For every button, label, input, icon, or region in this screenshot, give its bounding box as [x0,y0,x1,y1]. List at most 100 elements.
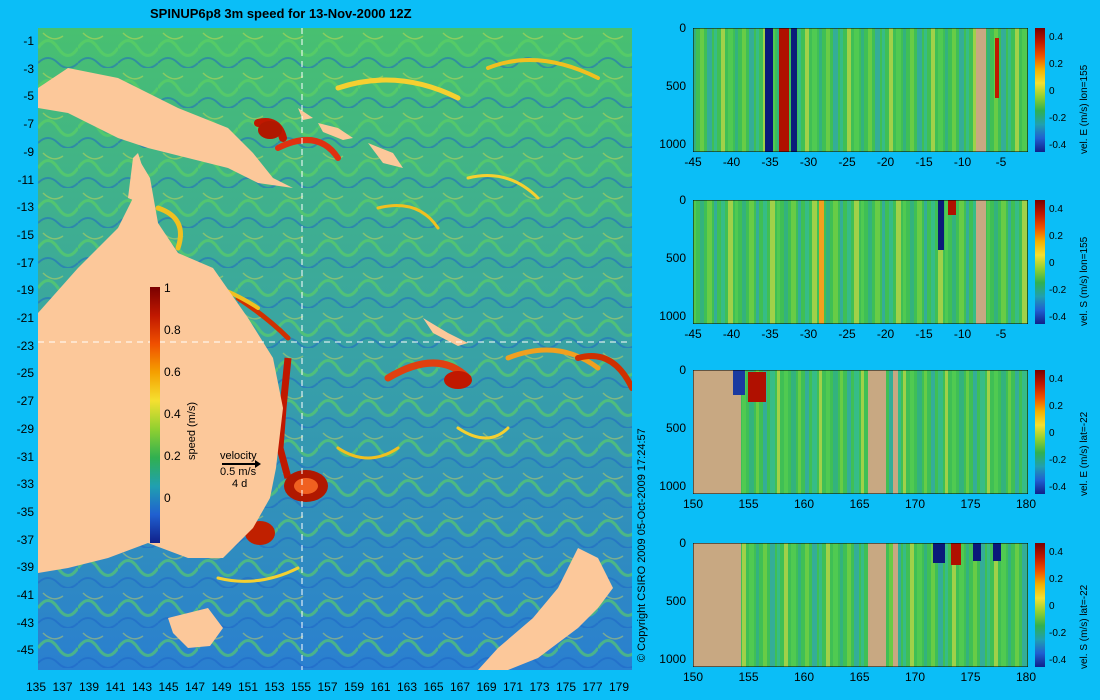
lon-tick: 157 [317,680,338,694]
lat-tick: -37 [16,532,34,547]
section-x-tick: 150 [682,497,704,511]
velocity-legend-time: 4 d [232,478,248,490]
section-x-tick: -35 [761,327,779,341]
lat-tick: -41 [16,588,34,602]
lat-tick: -3 [23,61,34,76]
speed-colorbar [150,287,160,543]
lat-tick: -5 [23,89,34,104]
section-plot [693,200,1028,324]
lat-tick: -31 [16,449,34,464]
lat-tick: -15 [16,227,34,242]
lat-tick: -33 [16,477,34,492]
lat-tick: -43 [16,615,34,630]
lat-tick: -19 [16,283,34,298]
section-x-tick: 170 [904,497,926,511]
section-x-tick: -30 [799,155,818,169]
section-colorbar-tick: -0.4 [1049,312,1067,323]
section-x-tick: -45 [684,327,702,341]
section-x-tick: 160 [793,670,815,684]
tasmania-land [168,608,223,648]
colorbar-tick: 0.2 [164,449,181,463]
section-colorbar-tick: 0 [1049,86,1055,97]
section-x-tick: -35 [761,155,779,169]
section-x-tick: -40 [722,155,741,169]
lon-tick: 153 [264,680,285,694]
section-y-tick: 0 [679,536,686,550]
section-colorbar-tick: 0 [1049,428,1055,439]
section-colorbar-tick: -0.4 [1049,655,1067,666]
section-colorbar-tick: 0.2 [1049,231,1063,242]
section-y-tick: 500 [665,421,686,435]
lon-tick: 135 [25,680,47,694]
map-title: SPINUP6p8 3m speed for 13-Nov-2000 12Z [150,6,412,21]
lat-tick: -35 [16,504,34,519]
section-y-tick: 1000 [659,652,686,666]
lon-tick: 145 [158,680,179,694]
lat-tick: -29 [16,421,34,436]
section-y-tick: 1000 [659,137,686,151]
lat-tick: -7 [23,117,34,132]
section-y-tick: 500 [665,251,686,265]
lon-tick: 147 [184,680,206,694]
section-y-tick: 0 [679,363,686,377]
section-plot [693,543,1028,667]
section-x-tick: 170 [904,670,926,684]
section-y-tick: 1000 [659,309,686,323]
lon-tick: 175 [555,680,577,694]
section-x-tick: 175 [960,497,981,511]
section-x-tick: -20 [876,155,895,169]
section-colorbar-tick: 0.2 [1049,59,1063,70]
section-colorbar-tick: -0.2 [1049,628,1067,639]
lat-tick: -13 [16,200,34,215]
lon-tick: 141 [105,680,126,694]
section-colorbar-tick: 0 [1049,258,1055,269]
section-x-tick: -30 [799,327,818,341]
section-x-tick: 150 [682,670,704,684]
section-x-tick: 175 [960,670,981,684]
section-colorbar-tick: -0.2 [1049,455,1067,466]
section-colorbar [1035,200,1045,324]
section-colorbar-tick: -0.4 [1049,482,1067,493]
section-colorbar-tick: -0.2 [1049,285,1067,296]
section-colorbar-tick: 0.4 [1049,204,1063,215]
lon-tick: 143 [131,680,153,694]
section-x-tick: -5 [995,327,1007,341]
lat-tick: -21 [16,311,34,325]
lon-tick: 137 [52,680,73,694]
section-colorbar [1035,543,1045,667]
lon-tick: 161 [370,680,391,694]
velocity-arrow-icon [222,460,261,468]
section-x-tick: 180 [1015,670,1037,684]
section-colorbar-tick: 0.2 [1049,574,1063,585]
copyright-text: © Copyright CSIRO 2009 05-Oct-2009 17:24… [636,428,648,662]
section-y-tick: 0 [679,193,686,207]
lon-tick: 149 [211,680,232,694]
velocity-legend-title: velocity [220,450,257,462]
velocity-legend-scale: 0.5 m/s [220,466,257,478]
section-x-tick: -15 [915,327,933,341]
section-colorbar-tick: 0.4 [1049,374,1063,385]
colorbar-tick: 1 [164,281,171,295]
lon-tick: 165 [423,680,444,694]
section-x-tick: -45 [684,155,702,169]
section-x-tick: 165 [849,670,870,684]
colorbar-tick: 0.4 [164,407,181,421]
section-x-tick: 180 [1015,497,1037,511]
section-plot [693,370,1028,494]
section-x-tick: -10 [953,155,972,169]
lat-tick: -11 [17,172,34,187]
lon-tick: 177 [582,680,603,694]
section-x-tick: -15 [915,155,933,169]
lon-tick: 151 [237,680,259,694]
speed-map-canvas [38,28,632,670]
lon-tick: 171 [502,680,524,694]
lon-tick: 173 [529,680,550,694]
section-label: vel. E (m/s) lat=-22 [1079,411,1090,496]
section-label: vel. S (m/s) lat=-22 [1079,584,1090,669]
section-label: vel. E (m/s) lon=155 [1079,64,1090,154]
speed-map [38,28,632,670]
section-colorbar-tick: 0.4 [1049,547,1063,558]
section-x-tick: -5 [995,155,1007,169]
section-colorbar-tick: -0.4 [1049,140,1067,151]
section-x-tick: -25 [838,155,856,169]
